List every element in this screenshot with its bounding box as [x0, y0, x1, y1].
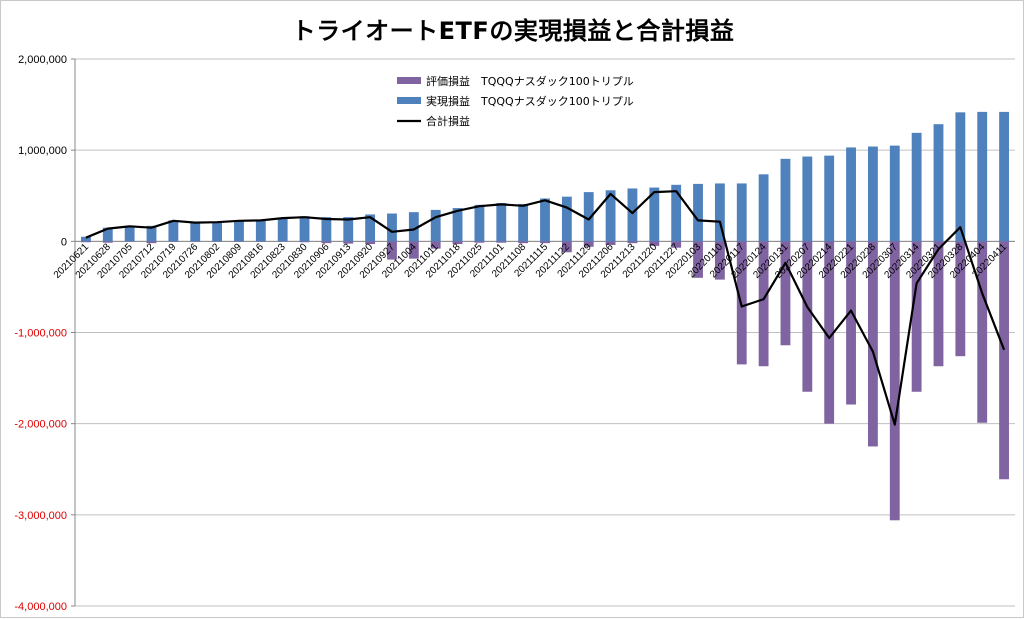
y-tick-label: 2,000,000: [18, 54, 67, 66]
bar-layer: [81, 112, 1009, 520]
bar: [278, 218, 288, 242]
bar: [190, 222, 200, 241]
legend-swatch: [397, 97, 421, 104]
bar: [540, 198, 550, 241]
bar: [737, 183, 747, 241]
bar: [518, 204, 528, 241]
y-tick-label: -1,000,000: [14, 328, 67, 340]
y-tick-label: 0: [61, 236, 67, 248]
bar: [955, 112, 965, 241]
x-tick-labels: 2021062120210628202107052021071220210719…: [52, 241, 1010, 281]
bar: [890, 241, 900, 520]
y-tick-label: 1,000,000: [18, 145, 67, 157]
axis-layer: 2,000,000 1,000,000 0 -1,000,000 -2,000,000 -…: [14, 54, 1015, 613]
bar: [431, 210, 441, 241]
legend-label: 実現損益 TQQQナスダック100トリプル: [426, 94, 634, 108]
y-tick-label: -4,000,000: [14, 601, 67, 613]
bar: [628, 188, 638, 241]
bar: [999, 241, 1009, 479]
bar: [693, 184, 703, 241]
legend-swatch: [397, 77, 421, 84]
bar: [343, 217, 353, 241]
bar: [977, 112, 987, 241]
bar: [168, 220, 178, 241]
bar: [321, 217, 331, 241]
bar: [846, 147, 856, 241]
bar: [256, 220, 266, 241]
y-tick-label: -3,000,000: [14, 510, 67, 522]
bar: [890, 146, 900, 242]
bar: [824, 156, 834, 242]
bar: [759, 174, 769, 241]
y-tick-label: -2,000,000: [14, 419, 67, 431]
bar: [781, 159, 791, 242]
bar: [671, 185, 681, 242]
bar: [802, 157, 812, 242]
bar: [934, 124, 944, 241]
bar: [387, 214, 397, 242]
bar: [234, 220, 244, 241]
bar: [475, 205, 485, 241]
bar: [212, 222, 222, 242]
bar: [562, 197, 572, 242]
bar: [999, 112, 1009, 241]
bar: [912, 133, 922, 241]
bar: [125, 226, 135, 241]
bar: [300, 216, 310, 241]
legend-label: 合計損益: [426, 114, 470, 128]
legend-label: 評価損益 TQQQナスダック100トリプル: [426, 74, 634, 88]
bar: [453, 208, 463, 241]
bar: [868, 147, 878, 242]
bar: [496, 203, 506, 241]
